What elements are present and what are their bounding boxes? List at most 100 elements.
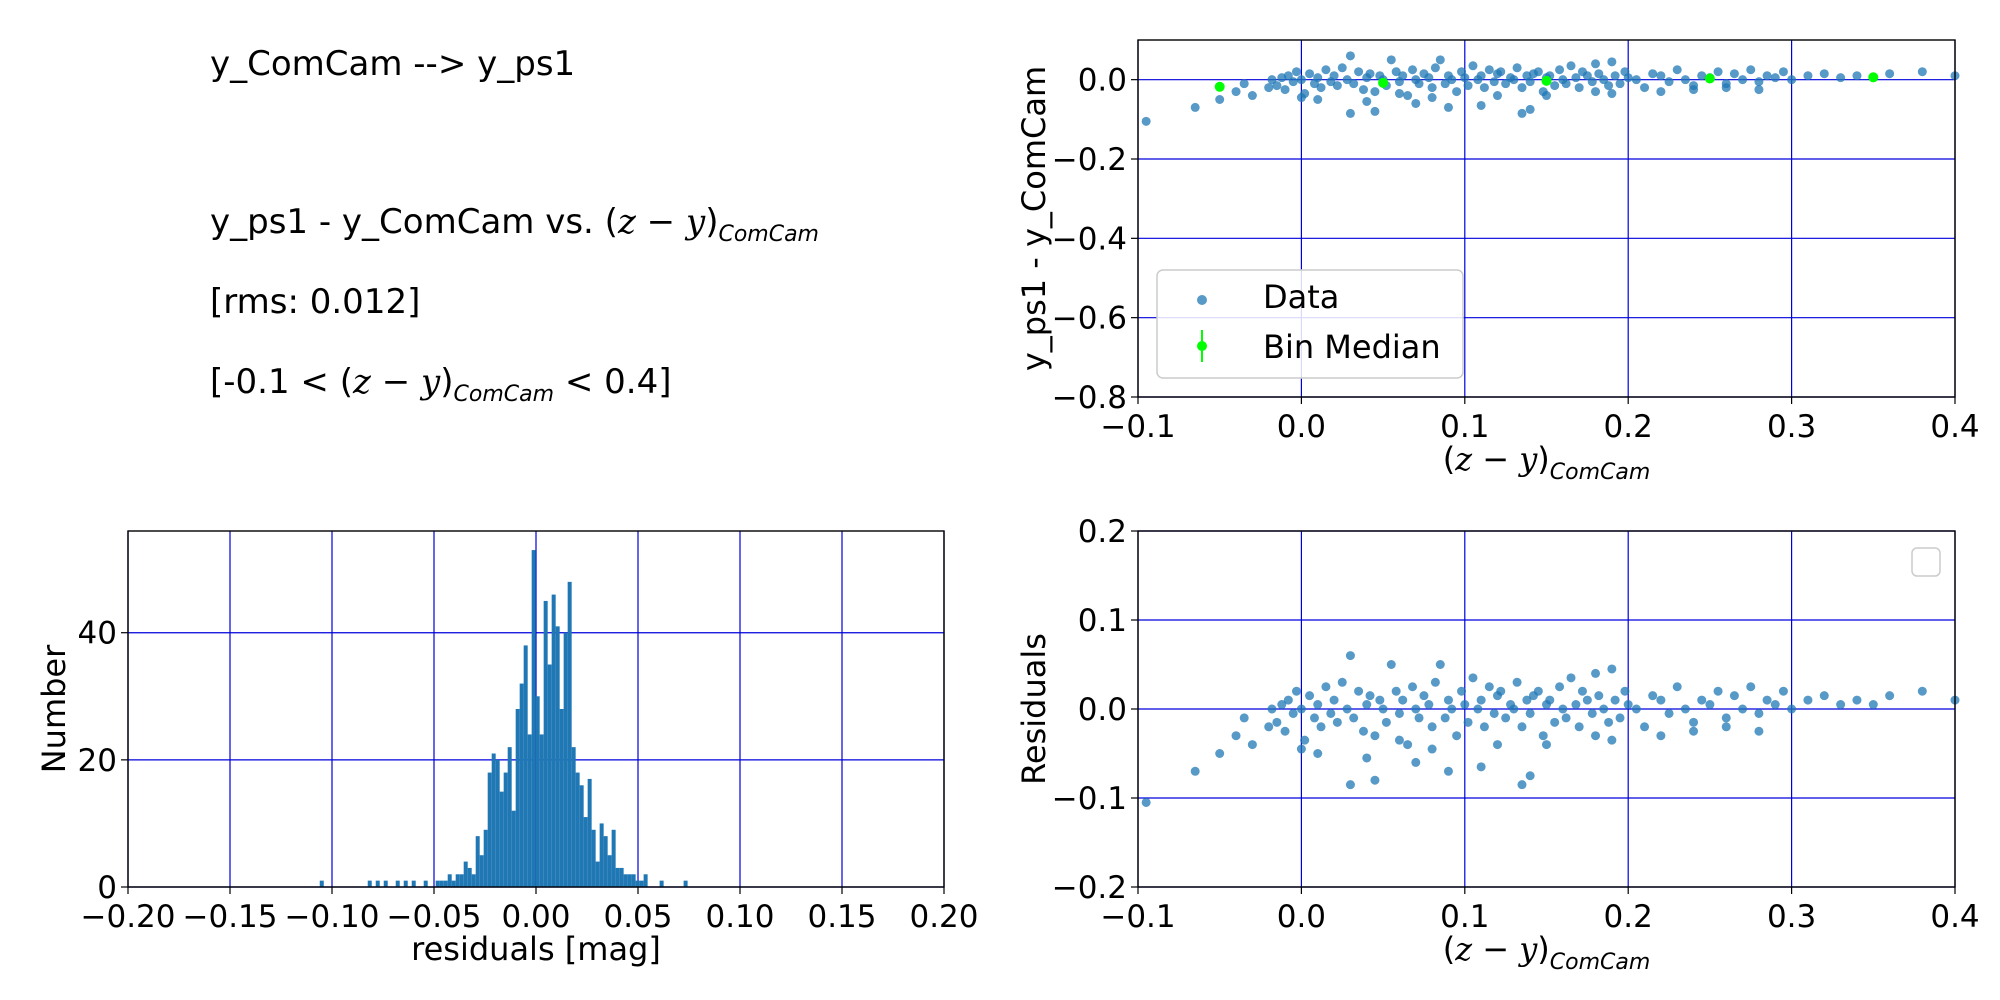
residual-point [1607, 664, 1617, 674]
y-axis-label: y_ps1 - y_ComCam [1015, 66, 1053, 371]
histogram-bar [463, 861, 468, 887]
histogram-bar [607, 855, 612, 887]
data-point [1394, 89, 1404, 99]
y-tick-label: 20 [78, 743, 117, 779]
info-relation: y_ps1 - y_ComCam vs. (z − y)ComCam [210, 202, 819, 247]
data-point [1594, 69, 1604, 79]
data-point [1640, 83, 1650, 93]
x-tick-label: −0.20 [81, 899, 176, 935]
bin-median-point [1704, 73, 1715, 84]
data-point [1571, 73, 1581, 83]
data-point [1354, 67, 1364, 77]
residual-point [1558, 704, 1568, 714]
residual-point [1591, 668, 1601, 678]
info-relation-prefix: y_ps1 - y_ComCam vs. [210, 202, 605, 242]
histogram-bar [559, 709, 564, 887]
residual-point [1427, 744, 1437, 754]
residual-point [1689, 726, 1699, 736]
histogram-bar [471, 874, 476, 887]
data-point [1587, 77, 1597, 87]
data-point [1476, 71, 1486, 81]
residual-point [1349, 713, 1359, 723]
histogram-bar [683, 880, 688, 887]
data-point [1362, 96, 1372, 106]
data-point [1468, 61, 1478, 71]
svg-text:(z − y)ComCam: (z − y)ComCam [1443, 930, 1651, 975]
residual-point [1762, 695, 1772, 705]
histogram-bar [447, 874, 452, 887]
data-point [1591, 87, 1601, 97]
data-point [1365, 69, 1375, 79]
data-point [1746, 65, 1756, 75]
y-tick-label: −0.2 [1052, 142, 1127, 178]
residual-point [1492, 740, 1502, 750]
residual-point [1296, 704, 1306, 714]
residual-point [1391, 686, 1401, 696]
info-range: [-0.1 < (z − y)ComCam < 0.4] [210, 362, 672, 407]
data-point [1321, 65, 1331, 75]
data-point [1215, 95, 1225, 104]
residual-point [1414, 713, 1424, 723]
residual-point [1787, 704, 1797, 714]
data-point [1803, 71, 1813, 81]
data-point [1754, 77, 1764, 87]
residual-point [1354, 686, 1364, 696]
residual-point [1463, 717, 1473, 727]
residual-point [1550, 717, 1560, 727]
data-point [1713, 67, 1723, 77]
data-point [1408, 65, 1418, 75]
residual-point [1452, 731, 1462, 741]
x-tick-label: −0.1 [1100, 409, 1175, 445]
residual-point [1664, 708, 1674, 718]
residual-point [1517, 780, 1527, 790]
residual-point [1326, 708, 1336, 718]
histogram-bar [563, 632, 568, 887]
residual-point [1239, 713, 1249, 723]
residual-point [1599, 704, 1609, 714]
residual-point [1620, 686, 1630, 696]
data-point [1411, 98, 1421, 108]
histogram-bar [487, 772, 492, 887]
histogram-bar [439, 880, 444, 887]
residual-point [1435, 660, 1445, 669]
bin-median-point [1378, 77, 1389, 88]
residual-point [1512, 677, 1522, 687]
legend-median-label: Bin Median [1263, 328, 1441, 366]
residual-point [1672, 682, 1682, 692]
y-tick-label: 0.1 [1078, 603, 1127, 639]
residual-point [1358, 726, 1368, 736]
residual-point [1648, 691, 1658, 701]
chart-scatter_residuals: −0.1 0.0 0.1 0.2 0.3 0.4−0.2−0.10.00.10.2(z −… [1015, 514, 1980, 975]
data-point [1836, 73, 1846, 83]
data-point [1721, 83, 1731, 93]
residual-point [1489, 708, 1499, 718]
residual-point [1917, 686, 1927, 696]
bin-median-point [1541, 75, 1552, 86]
histogram-bar [567, 581, 572, 887]
y-tick-label: −0.2 [1052, 870, 1127, 906]
data-point [1391, 67, 1401, 77]
color-expression: (z − y)ComCam [339, 362, 555, 407]
histogram-bar [555, 626, 560, 887]
histogram-bar [495, 759, 500, 887]
data-point [1427, 93, 1437, 103]
data-point [1247, 91, 1257, 101]
histogram-bar [619, 867, 624, 887]
residual-point [1398, 695, 1408, 705]
data-point [1296, 75, 1306, 85]
histogram-bar [639, 880, 644, 887]
data-point [1305, 69, 1315, 79]
x-tick-label: −0.15 [183, 899, 278, 935]
histogram-bar [459, 874, 464, 887]
data-point [1463, 81, 1473, 91]
histogram-bar [659, 880, 664, 887]
residual-point [1607, 735, 1617, 745]
residual-point [1885, 691, 1895, 701]
residual-point [1283, 695, 1293, 705]
data-point [1288, 77, 1298, 87]
histogram-bar [479, 855, 484, 887]
residual-point [1447, 704, 1457, 714]
histogram-bar [575, 772, 580, 887]
histogram-bar [631, 874, 636, 887]
data-point [1555, 65, 1565, 75]
